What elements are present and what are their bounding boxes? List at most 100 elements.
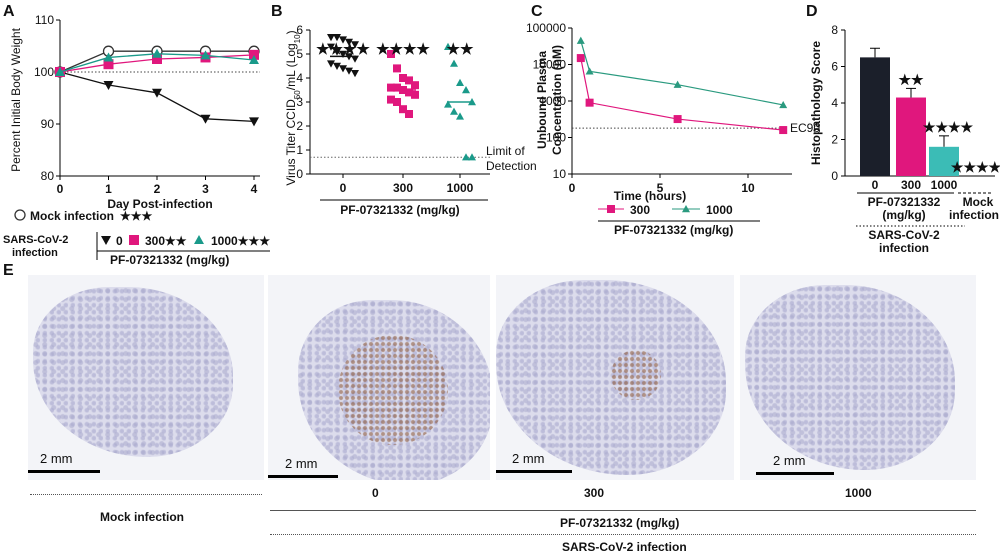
data-point-b	[405, 76, 413, 85]
ec90-label: EC90	[790, 121, 820, 135]
data-point-b	[444, 42, 452, 50]
tick-label-a-y: 110	[35, 13, 54, 27]
panel-label-c: C	[531, 3, 543, 20]
tick-label-c-x: 5	[657, 181, 664, 195]
bar-d	[929, 146, 959, 176]
label-dose-1000: 1000	[845, 486, 872, 500]
data-point-b	[327, 43, 335, 51]
legend-mock-label: Mock infection	[30, 209, 114, 223]
tick-label-a-x: 2	[154, 182, 161, 196]
significance-stars-b: ★★	[447, 41, 474, 58]
mock-label-d-1: Mock	[963, 195, 994, 209]
data-point-c	[585, 67, 594, 75]
data-point-b	[345, 38, 353, 46]
tick-label-c-y: 10	[553, 167, 567, 181]
data-point-a	[103, 59, 114, 70]
scale-bar-mock	[28, 470, 100, 473]
data-point-b	[393, 83, 401, 92]
group-label-d-2: (mg/kg)	[882, 208, 925, 222]
data-point-b	[327, 34, 335, 42]
tick-label-d-y: 6	[831, 60, 838, 74]
data-point-b	[462, 86, 470, 94]
scale-label-mock: 2 mm	[40, 451, 73, 466]
data-point-a	[200, 114, 211, 124]
tick-label-a-x: 4	[251, 182, 258, 196]
tick-label-b-y: 6	[296, 23, 303, 37]
data-point-b	[387, 83, 395, 92]
data-point-b	[456, 112, 464, 120]
tick-label-b-y: 4	[296, 71, 303, 85]
data-point-b	[333, 62, 341, 70]
data-point-a	[152, 54, 162, 64]
significance-stars-b: ★★★★	[316, 41, 370, 58]
data-point-a	[103, 52, 114, 62]
lod-label-1: Limit of	[486, 144, 525, 158]
tick-label-b-y: 2	[296, 119, 303, 133]
xlabel-c: Time (hours)	[614, 189, 686, 203]
tick-label-b-y: 0	[296, 167, 303, 181]
data-point-b	[393, 64, 401, 73]
data-point-b	[405, 88, 413, 97]
data-point-a	[249, 117, 259, 127]
data-point-b	[462, 153, 470, 161]
data-point-b	[411, 81, 419, 90]
tick-label-d-x: 1000	[931, 178, 958, 192]
data-point-a	[152, 88, 162, 98]
legend-300-label: 300★★	[145, 234, 187, 248]
significance-stars-d: ★★	[898, 71, 924, 87]
legend-mock-marker	[14, 209, 26, 221]
data-point-b	[333, 48, 341, 56]
data-point-b	[468, 153, 476, 161]
scale-bar-0	[268, 475, 338, 478]
label-dose-0: 0	[372, 486, 379, 500]
data-point-b	[327, 60, 335, 68]
significance-stars-d: ★★★★	[951, 159, 1000, 175]
data-point-c	[673, 115, 682, 124]
legend-0-label: 0	[116, 234, 123, 248]
data-point-b	[393, 98, 401, 106]
lod-label-2: Detection	[486, 159, 537, 173]
scale-label-1000: 2 mm	[773, 453, 806, 468]
scale-label-300: 2 mm	[512, 451, 545, 466]
bar-d	[896, 97, 926, 176]
data-point-b	[411, 90, 419, 99]
tick-label-c-y: 10000	[533, 58, 567, 72]
histology-image-1000	[740, 275, 976, 480]
tick-label-c-y: 1000	[539, 94, 566, 108]
label-drug-e: PF-07321332 (mg/kg)	[560, 516, 680, 530]
tick-label-a-x: 1	[105, 182, 112, 196]
ylabel-b-part: 50	[293, 90, 302, 99]
data-point-c	[673, 80, 682, 88]
tick-label-b-x: 300	[393, 181, 413, 195]
data-point-b	[450, 107, 458, 115]
data-point-c	[779, 100, 788, 109]
mock-divider	[30, 494, 262, 495]
bar-d	[860, 57, 890, 176]
ylabel-d: Histopathology Score	[809, 41, 823, 165]
tick-label-b-y: 5	[296, 47, 303, 61]
panel-label-b: B	[271, 3, 283, 20]
panel-label-a: A	[3, 3, 15, 20]
legend-drug-label-c: PF-07321332 (mg/kg)	[614, 223, 733, 237]
label-mock-infection: Mock infection	[100, 510, 185, 524]
data-point-b	[339, 50, 347, 58]
data-point-c	[779, 126, 788, 135]
tick-label-c-y: 100000	[526, 21, 566, 35]
tick-label-b-x: 1000	[447, 181, 474, 195]
ylabel-b: Virus Titer CCID50/mL (Log10)	[284, 30, 302, 185]
ylabel-b-part: 10	[293, 34, 302, 43]
series-line-c	[580, 57, 784, 131]
xlabel-b: PF-07321332 (mg/kg)	[340, 203, 459, 217]
legend-1000-label: 1000★★★	[211, 234, 270, 248]
tick-label-a-y: 90	[41, 117, 55, 131]
data-point-b	[387, 95, 395, 104]
tick-label-a-y: 100	[34, 65, 54, 79]
ylabel-a: Percent Initial Body Weight	[9, 27, 23, 172]
data-point-b	[399, 74, 407, 82]
legend-1000-label-c: 1000	[706, 203, 733, 217]
significance-stars-d: ★★★★	[923, 119, 974, 135]
tick-label-a-x: 3	[202, 182, 209, 196]
tick-label-c-x: 10	[741, 181, 755, 195]
tick-label-c-y: 100	[546, 131, 566, 145]
